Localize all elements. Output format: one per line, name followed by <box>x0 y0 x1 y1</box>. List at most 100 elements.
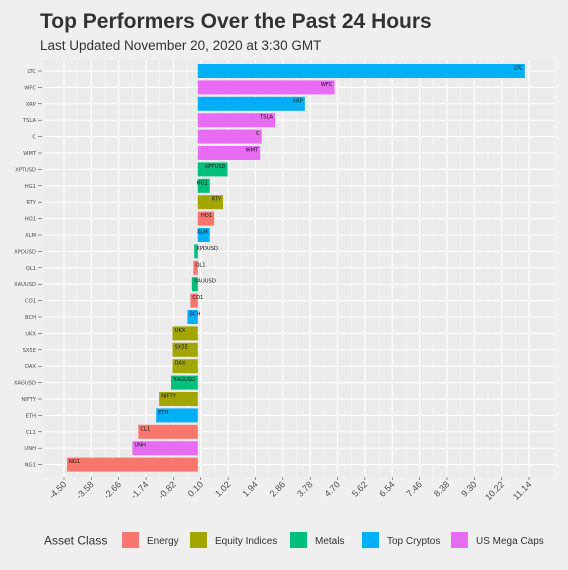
y-tick-label: UNH <box>24 446 36 452</box>
y-tick-label: RTY <box>26 200 36 206</box>
bar-bch <box>187 310 198 324</box>
bar-tsla <box>197 113 276 128</box>
x-tick-label: 1.94 <box>240 479 259 498</box>
x-tick-label: 1.02 <box>213 479 232 498</box>
x-tick-label: 6.54 <box>377 479 396 498</box>
bar-ukx <box>172 326 198 341</box>
bar-label-unh: UNH <box>134 443 146 449</box>
plot-panel <box>44 60 553 477</box>
bar-label-ho1: HO1 <box>201 213 212 219</box>
x-tick-label: -2.66 <box>102 479 124 501</box>
bar-label-c: C <box>256 131 260 137</box>
bar-label-xauusd: XAUUSD <box>194 279 216 285</box>
x-axis: -4.50 -3.58 -2.66 -1.74 -0.82 0.10 1.02 1.94 2.8… <box>47 477 534 502</box>
bar-cl1 <box>138 424 198 439</box>
legend-title: Asset Class <box>44 534 107 548</box>
grid-minor <box>77 60 516 477</box>
y-tick-label: NG1 <box>25 463 36 469</box>
bar-ltc <box>197 64 525 78</box>
bar-xptusd <box>197 162 228 177</box>
bar-label-wfc: WFC <box>321 82 333 88</box>
bar-label-dax: DAX <box>175 361 186 367</box>
x-tick-label: 8.38 <box>432 479 451 498</box>
x-tick-label: -4.50 <box>47 479 69 501</box>
x-tick-label: 3.78 <box>295 479 314 498</box>
x-tick-label: 0.10 <box>186 479 205 498</box>
bar-label-cl1: CL1 <box>140 426 150 432</box>
bar-label-wmt: WMT <box>245 148 259 154</box>
y-tick-label: XPDUSD <box>14 249 36 255</box>
legend-label: Top Cryptos <box>387 536 440 547</box>
bar-c <box>197 129 262 144</box>
legend-label: Metals <box>315 536 344 547</box>
bar-label-rty: RTY <box>211 197 221 203</box>
x-tick-label: 2.86 <box>268 479 287 498</box>
x-tick-label: -0.82 <box>156 479 178 501</box>
y-tick-label: CO1 <box>25 299 36 305</box>
bar-wmt <box>197 146 261 160</box>
bar-rty <box>197 195 224 210</box>
y-axis: LTC WFC XRP TSLA C WMT XPTUSD HG1 RTY HO1 XLM XPDUS… <box>14 69 42 469</box>
y-tick-label: XRP <box>26 102 36 108</box>
bar-xpdusd <box>194 244 198 259</box>
y-tick-label: ETH <box>26 413 36 419</box>
legend-swatch-us-mega-caps <box>451 532 468 548</box>
bar-label-xrp: XRP <box>293 98 303 104</box>
y-tick-label: CL1 <box>26 430 36 436</box>
y-tick-label: WMT <box>23 151 37 157</box>
bar-label-eth: ETH <box>158 410 168 416</box>
bars-layer <box>66 64 525 472</box>
legend-label: Energy <box>147 536 179 547</box>
bar-unh <box>132 441 198 456</box>
bar-label-hg1: HG1 <box>196 180 207 186</box>
y-tick-label: C <box>32 135 36 141</box>
y-tick-label: XAUUSD <box>14 282 36 288</box>
chart-subtitle: Last Updated November 20, 2020 at 3:30 G… <box>40 38 322 53</box>
bar-label-xptusd: XPTUSD <box>205 164 226 170</box>
y-tick-label: BCH <box>25 315 36 321</box>
x-tick-label: 10.22 <box>483 479 506 502</box>
bar-ng1 <box>66 457 198 472</box>
x-tick-label: 11.14 <box>511 479 534 502</box>
bar-ho1 <box>197 211 215 226</box>
bar-label-xlm: XLM <box>197 230 208 236</box>
legend-swatch-metals <box>290 532 307 548</box>
y-tick-label: XPTUSD <box>15 167 36 173</box>
legend-swatch-energy <box>122 532 139 548</box>
bar-label-xagusd: XAGUSD <box>173 377 195 383</box>
bar-dax <box>172 359 198 374</box>
x-tick-label: -3.58 <box>74 479 96 501</box>
y-tick-label: TSLA <box>22 118 36 124</box>
legend-swatch-top-cryptos <box>362 532 379 548</box>
bar-sx5e <box>172 342 198 357</box>
y-tick-label: HO1 <box>25 217 36 223</box>
bar-labels-layer: LTC WFC XRP TSLA C WMT XPTUSD HG1 RTY HO1 XLM XPDUS… <box>69 66 523 466</box>
y-tick-label: HG1 <box>25 184 36 190</box>
bar-xagusd <box>171 375 198 390</box>
legend-swatch-equity-indices <box>190 532 207 548</box>
bar-xlm <box>197 228 210 242</box>
bar-label-bch: BCH <box>189 312 200 318</box>
bar-label-nifty: NIFTY <box>161 394 176 400</box>
x-tick-label: 9.30 <box>459 479 478 498</box>
y-tick-label: WFC <box>24 85 36 91</box>
bar-nifty <box>159 392 198 406</box>
bar-label-tsla: TSLA <box>259 115 273 121</box>
bar-co1 <box>190 293 198 308</box>
legend: Asset Class Energy Equity Indices Metals Top… <box>44 532 544 548</box>
y-tick-label: XLM <box>25 233 36 239</box>
bar-eth <box>156 408 198 423</box>
legend-label: Equity Indices <box>215 536 277 547</box>
bar-hg1 <box>197 178 210 193</box>
x-tick-label: -1.74 <box>129 479 151 501</box>
bar-label-sx5e: SX5E <box>175 344 188 350</box>
bar-ql1 <box>193 260 198 275</box>
bar-xauusd <box>191 277 198 292</box>
y-tick-label: XAGUSD <box>14 381 36 387</box>
bar-label-xpdusd: XPDUSD <box>196 246 218 252</box>
bar-label-ng1: NG1 <box>69 459 80 465</box>
y-tick-label: DAX <box>25 364 36 370</box>
y-tick-label: SX5E <box>23 348 36 354</box>
y-tick-label: NIFTY <box>21 397 36 403</box>
